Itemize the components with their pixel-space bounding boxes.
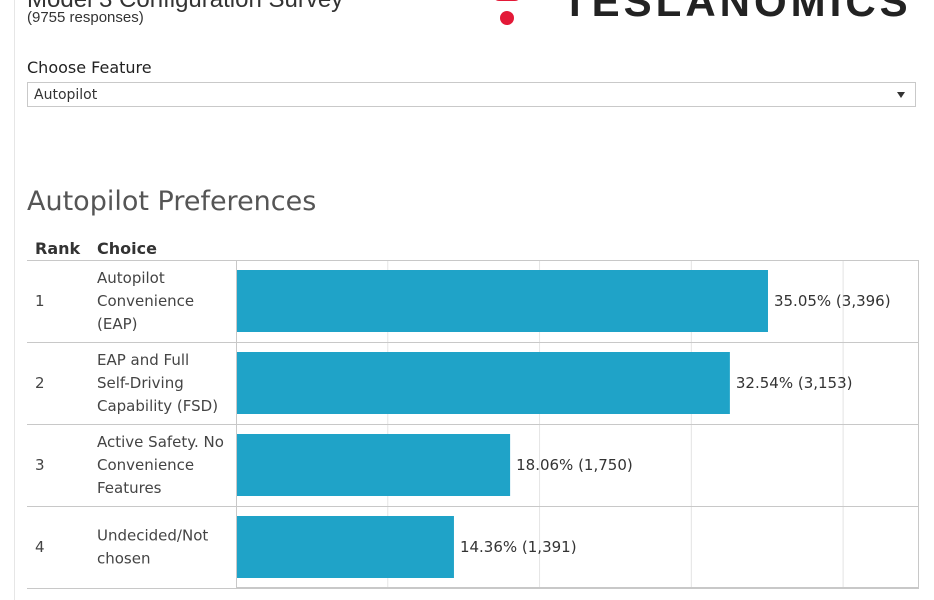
choice-label: Self-Driving bbox=[97, 374, 184, 392]
feature-dropdown-value: Autopilot bbox=[34, 87, 98, 103]
choice-label: Convenience bbox=[97, 292, 194, 310]
chevron-down-icon[interactable] bbox=[897, 92, 905, 98]
data-label: 32.54% (3,153) bbox=[736, 374, 853, 392]
choice-label: (EAP) bbox=[97, 315, 138, 333]
data-label: 18.06% (1,750) bbox=[516, 456, 633, 474]
choice-label: EAP and Full bbox=[97, 351, 189, 369]
bar bbox=[237, 434, 511, 496]
choice-label: chosen bbox=[97, 550, 150, 568]
choice-label: Convenience bbox=[97, 456, 194, 474]
feature-dropdown[interactable]: Autopilot bbox=[27, 82, 916, 107]
response-count: (9755 responses) bbox=[27, 9, 144, 26]
rank-label: 1 bbox=[35, 292, 45, 310]
teslanomics-logo-text: TESLANOMICS bbox=[562, 0, 912, 25]
teslanomics-logo-icon bbox=[495, 0, 519, 25]
choice-label: Autopilot bbox=[97, 269, 165, 287]
bar bbox=[237, 270, 768, 332]
rank-label: 3 bbox=[35, 456, 45, 474]
choice-label: Active Safety. No bbox=[97, 433, 224, 451]
choice-column-header: Choice bbox=[97, 239, 157, 258]
bar bbox=[237, 352, 730, 414]
chart-title: Autopilot Preferences bbox=[27, 186, 317, 217]
choice-label: Capability (FSD) bbox=[97, 397, 218, 415]
choice-label: Undecided/Not bbox=[97, 527, 208, 545]
rank-label: 4 bbox=[35, 538, 45, 556]
data-label: 35.05% (3,396) bbox=[774, 292, 891, 310]
survey-title: Model 3 Configuration Survey bbox=[27, 0, 343, 14]
choose-feature-label: Choose Feature bbox=[27, 58, 152, 77]
left-divider bbox=[14, 0, 15, 600]
data-label: 14.36% (1,391) bbox=[460, 538, 577, 556]
choice-label: Features bbox=[97, 479, 162, 497]
bar bbox=[237, 516, 454, 578]
rank-label: 2 bbox=[35, 374, 45, 392]
rank-column-header: Rank bbox=[35, 239, 81, 258]
